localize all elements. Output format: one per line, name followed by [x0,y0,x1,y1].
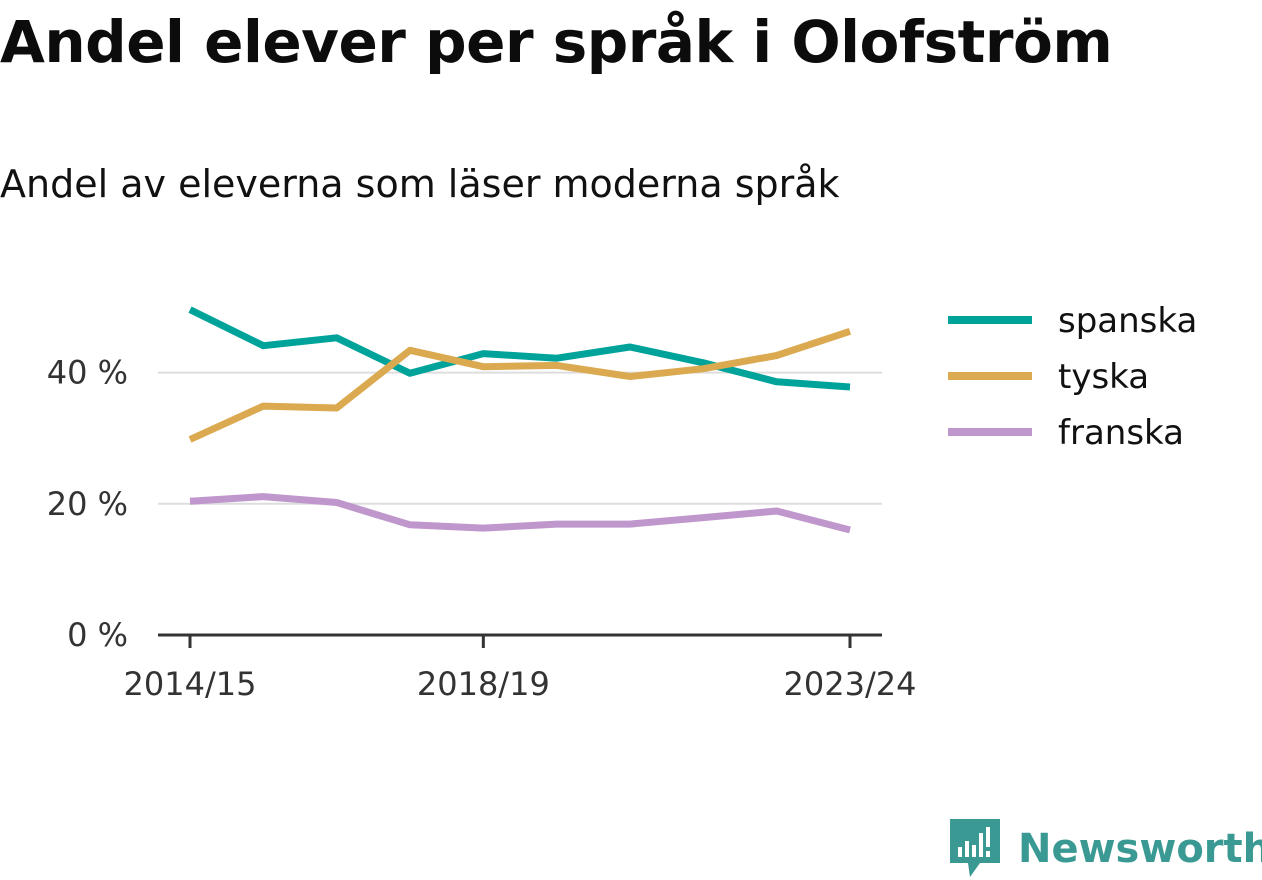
series-line-spanska [188,306,851,391]
y-tick-labels: 0 % 20 % 40 % [47,354,128,654]
chart-title: Andel elever per språk i Olofström [0,8,1113,76]
x-tick-label: 2023/24 [784,665,917,703]
newsworthy-logo-icon [950,819,1000,877]
legend-label-franska: franska [1058,413,1184,453]
x-tick-label: 2018/19 [417,665,550,703]
series-line-franska [189,493,851,534]
gridlines [158,371,882,505]
brand-logo: Newsworthy [950,818,1262,880]
legend-label-spanska: spanska [1058,301,1197,341]
series-lines [188,306,852,534]
chart-subtitle: Andel av eleverna som läser moderna språ… [0,162,840,206]
x-axis: 2014/15 2018/19 2023/24 [124,633,917,703]
y-tick-label: 40 % [47,354,128,392]
y-tick-label: 0 % [67,616,128,654]
y-tick-label: 20 % [47,485,128,523]
brand-name: Newsworthy [1018,826,1262,872]
series-line-tyska [188,327,852,443]
legend-label-tyska: tyska [1058,357,1149,397]
x-tick-label: 2014/15 [124,665,257,703]
legend: spanska tyska franska [948,301,1197,453]
